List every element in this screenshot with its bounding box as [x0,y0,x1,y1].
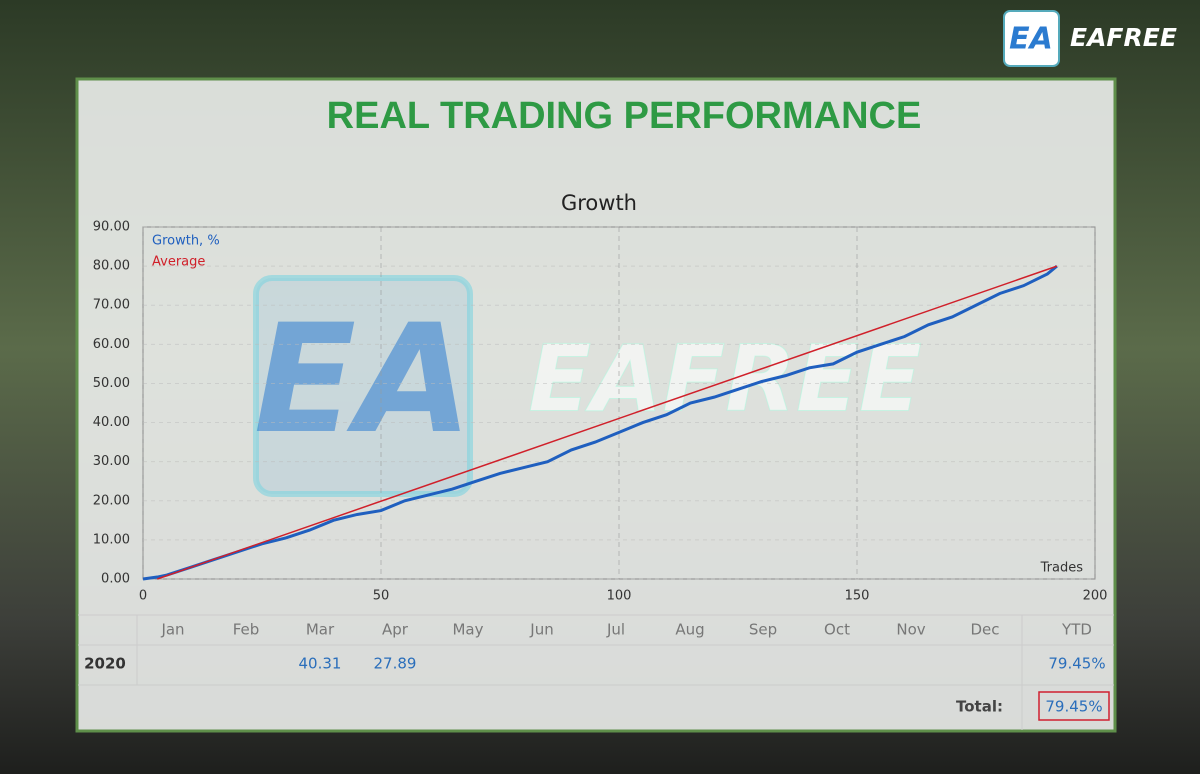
x-axis-label: Trades [1040,561,1084,576]
watermark-brand: EAFREE [528,325,921,432]
x-tick-label: 200 [1083,589,1108,604]
x-tick-label: 50 [373,589,390,604]
series-line [157,265,1058,580]
page-title: REAL TRADING PERFORMANCE [327,95,922,137]
column-header: Feb [233,621,260,639]
y-tick-label: 30.00 [93,454,130,469]
chart-title: Growth [561,191,637,215]
watermark-logo: EA [254,293,473,467]
column-header: Jan [160,621,184,639]
panel [75,77,1117,733]
brand: EAFREE [1070,23,1177,52]
y-tick-label: 0.00 [101,572,130,587]
total-value: 79.45% [1045,698,1102,716]
column-header: Mar [306,621,335,639]
total-highlight [1038,691,1110,721]
logo-text: EA [1009,22,1053,57]
column-header: May [452,621,483,639]
table-cell: 79.45% [1048,655,1105,673]
column-header: Oct [824,621,850,639]
column-header: Jun [529,621,553,639]
table-cell: 27.89 [374,655,417,673]
column-header: Apr [382,621,409,639]
total-label: Total: [956,698,1003,716]
x-tick-label: 0 [139,589,147,604]
y-tick-label: 10.00 [93,532,130,547]
legend-label: Average [152,255,205,270]
series-line [142,264,1058,581]
column-header: Nov [896,621,925,639]
column-header: YTD [1061,621,1092,639]
table-cell: 40.31 [299,655,342,673]
column-header: Sep [749,621,777,639]
row-label: 2020 [84,655,126,673]
legend-label: Growth, % [152,234,220,249]
y-tick-label: 70.00 [93,298,130,313]
y-tick-label: 50.00 [93,376,130,391]
y-tick-label: 90.00 [93,220,130,235]
column-header: Jul [606,621,625,639]
y-tick-label: 20.00 [93,493,130,508]
y-tick-label: 80.00 [93,259,130,274]
logo-box [1003,10,1060,67]
y-tick-label: 40.00 [93,415,130,430]
watermark-box [253,275,473,497]
y-tick-label: 60.00 [93,337,130,352]
column-header: Aug [675,621,704,639]
column-header: Dec [970,621,999,639]
x-tick-label: 150 [845,589,870,604]
x-tick-label: 100 [607,589,632,604]
